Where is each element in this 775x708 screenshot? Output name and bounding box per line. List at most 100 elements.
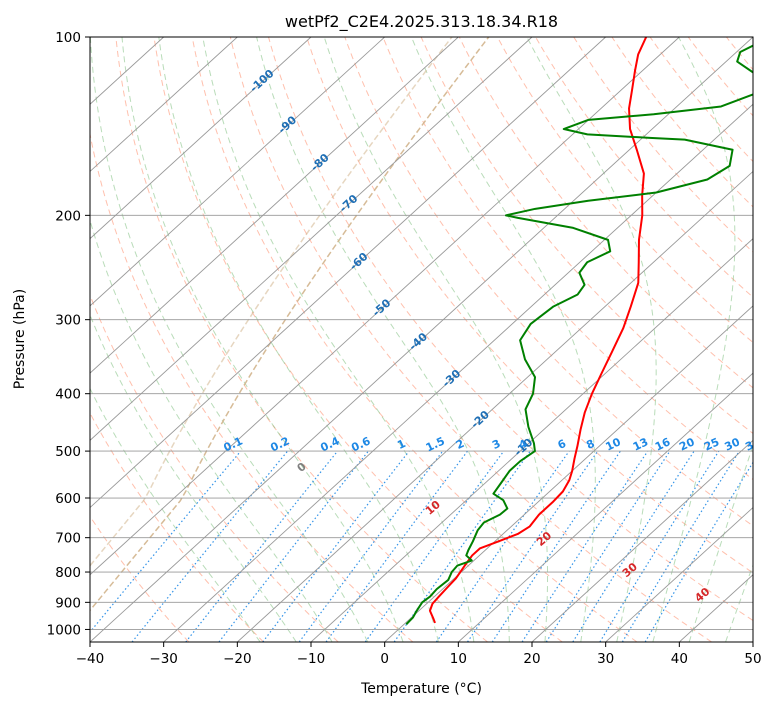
dry-adiabats bbox=[90, 37, 775, 642]
dry-adiabat bbox=[725, 37, 753, 71]
mixing-ratio-annotation: 20 bbox=[677, 435, 697, 453]
x-tick-label: −40 bbox=[76, 651, 105, 667]
dry-adiabat bbox=[90, 131, 414, 642]
x-tick-label: 40 bbox=[671, 651, 688, 667]
chart-title: wetPf2_C2E4.2025.313.18.34.R18 bbox=[285, 12, 558, 32]
dry-adiabat bbox=[90, 515, 190, 642]
isotherm-line bbox=[90, 37, 312, 240]
moist-adiabat-annotation: 30 bbox=[620, 560, 640, 580]
mixing-ratio-line bbox=[90, 450, 242, 633]
mixing-ratio-annotation: 13 bbox=[631, 435, 650, 453]
mixing-ratio-line bbox=[262, 450, 410, 642]
plot-area: -100-90-80-70-60-50-40-30-20-100.1 0.2 0.4… bbox=[90, 37, 775, 642]
isotherm-line bbox=[237, 170, 753, 642]
y-tick-label: 500 bbox=[55, 444, 81, 460]
isotherm-line bbox=[605, 506, 753, 642]
dry-adiabat bbox=[420, 37, 753, 435]
moist-adiabat bbox=[90, 387, 261, 642]
isotherm-line bbox=[310, 238, 753, 642]
dry-adiabat bbox=[90, 293, 339, 642]
mixing-ratio-line bbox=[599, 450, 720, 642]
moist-adiabat bbox=[256, 37, 510, 642]
moist-adiabat bbox=[323, 37, 549, 642]
mixing-ratio-annotation: 6 bbox=[556, 437, 569, 452]
dry-adiabat bbox=[765, 37, 775, 642]
dry-adiabat bbox=[687, 37, 753, 117]
dry-adiabat bbox=[344, 37, 753, 527]
dry-adiabat bbox=[649, 37, 753, 163]
isotherm-line bbox=[531, 439, 753, 642]
moist-adiabat bbox=[725, 563, 753, 642]
dry-adiabat bbox=[90, 412, 264, 642]
mixing-ratio-line bbox=[491, 450, 621, 642]
dry-adiabat bbox=[153, 37, 563, 642]
mixing-ratio-lines bbox=[90, 450, 753, 642]
dry-adiabat bbox=[229, 37, 712, 642]
x-tick-label: −10 bbox=[297, 651, 326, 667]
mixing-ratio-annotation: 30 bbox=[723, 435, 743, 453]
x-axis-label: Temperature (°C) bbox=[360, 681, 482, 697]
mixing-ratio-annotation: 1 bbox=[395, 437, 407, 452]
moist-adiabat-annotation: 20 bbox=[534, 529, 554, 549]
mixing-ratio-line bbox=[185, 450, 339, 642]
moist-adiabat bbox=[202, 37, 475, 642]
y-tick-label: 300 bbox=[55, 313, 81, 329]
dry-adiabat bbox=[611, 37, 753, 208]
isotherm-line bbox=[90, 37, 385, 307]
x-tick-label: −30 bbox=[149, 651, 178, 667]
profiles bbox=[405, 37, 753, 625]
isotherm-line bbox=[90, 37, 533, 441]
saturation-curve bbox=[90, 37, 453, 567]
moist-adiabat bbox=[90, 218, 333, 642]
y-tick-label: 1000 bbox=[47, 622, 81, 638]
moist-adiabat-annotation: 10 bbox=[423, 498, 443, 518]
mixing-ratio-line bbox=[393, 450, 531, 642]
moist-adiabat bbox=[652, 37, 736, 642]
mixing-ratio-line bbox=[467, 450, 599, 642]
dewpoint-profile bbox=[405, 44, 753, 625]
moist-adiabat bbox=[121, 37, 404, 642]
dry-adiabat bbox=[458, 37, 753, 389]
isotherm-line bbox=[752, 641, 753, 642]
saturation-curves bbox=[90, 37, 490, 612]
isotherm-line bbox=[90, 37, 459, 374]
moist-adiabat bbox=[410, 37, 596, 642]
plot-frame bbox=[89, 36, 754, 643]
isotherm-line bbox=[458, 372, 753, 642]
y-tick-label: 600 bbox=[55, 491, 81, 507]
x-tick-label: −20 bbox=[223, 651, 252, 667]
isotherm-line bbox=[90, 37, 238, 173]
mixing-ratio-line bbox=[131, 450, 289, 642]
x-tick-label: 20 bbox=[523, 651, 540, 667]
x-tick-label: 50 bbox=[744, 651, 761, 667]
y-tick-label: 800 bbox=[55, 565, 81, 581]
mixing-ratio-annotation: 16 bbox=[653, 435, 673, 453]
mixing-ratio-line bbox=[545, 450, 671, 642]
axis-ticks: −40 −30 −20 −10 0 10 20 30 40 50 100 200 300 400 500 60… bbox=[47, 30, 762, 667]
isotherm-line bbox=[90, 37, 680, 576]
dry-adiabat bbox=[115, 37, 488, 642]
mixing-ratio-annotation: 10 bbox=[604, 435, 624, 453]
isotherm-line bbox=[384, 305, 753, 642]
dry-adiabat bbox=[191, 37, 638, 642]
dry-adiabat bbox=[306, 37, 753, 574]
mixing-ratio-line bbox=[364, 450, 505, 642]
temperature-profile bbox=[428, 37, 648, 624]
mixing-ratio-annotation: 25 bbox=[702, 435, 721, 453]
moist-adiabat bbox=[90, 37, 369, 642]
mixing-ratio-line bbox=[218, 450, 369, 642]
mixing-ratio-line bbox=[572, 450, 695, 642]
x-tick-label: 30 bbox=[597, 651, 614, 667]
saturation-curve bbox=[90, 37, 490, 612]
dry-adiabat bbox=[496, 37, 753, 344]
y-axis-label: Pressure (hPa) bbox=[12, 289, 28, 389]
y-tick-label: 100 bbox=[55, 30, 81, 46]
mixing-ratio-annotation: 2 bbox=[454, 437, 466, 452]
isotherm-line bbox=[90, 37, 606, 509]
mixing-ratio-annotation: 3 bbox=[490, 437, 502, 452]
isotherm-annotation: -100 bbox=[247, 67, 276, 95]
line-annotations: -100-90-80-70-60-50-40-30-20-100.1 0.2 0.4… bbox=[222, 67, 753, 605]
x-tick-label: 10 bbox=[450, 651, 467, 667]
moist-adiabats bbox=[90, 37, 753, 642]
